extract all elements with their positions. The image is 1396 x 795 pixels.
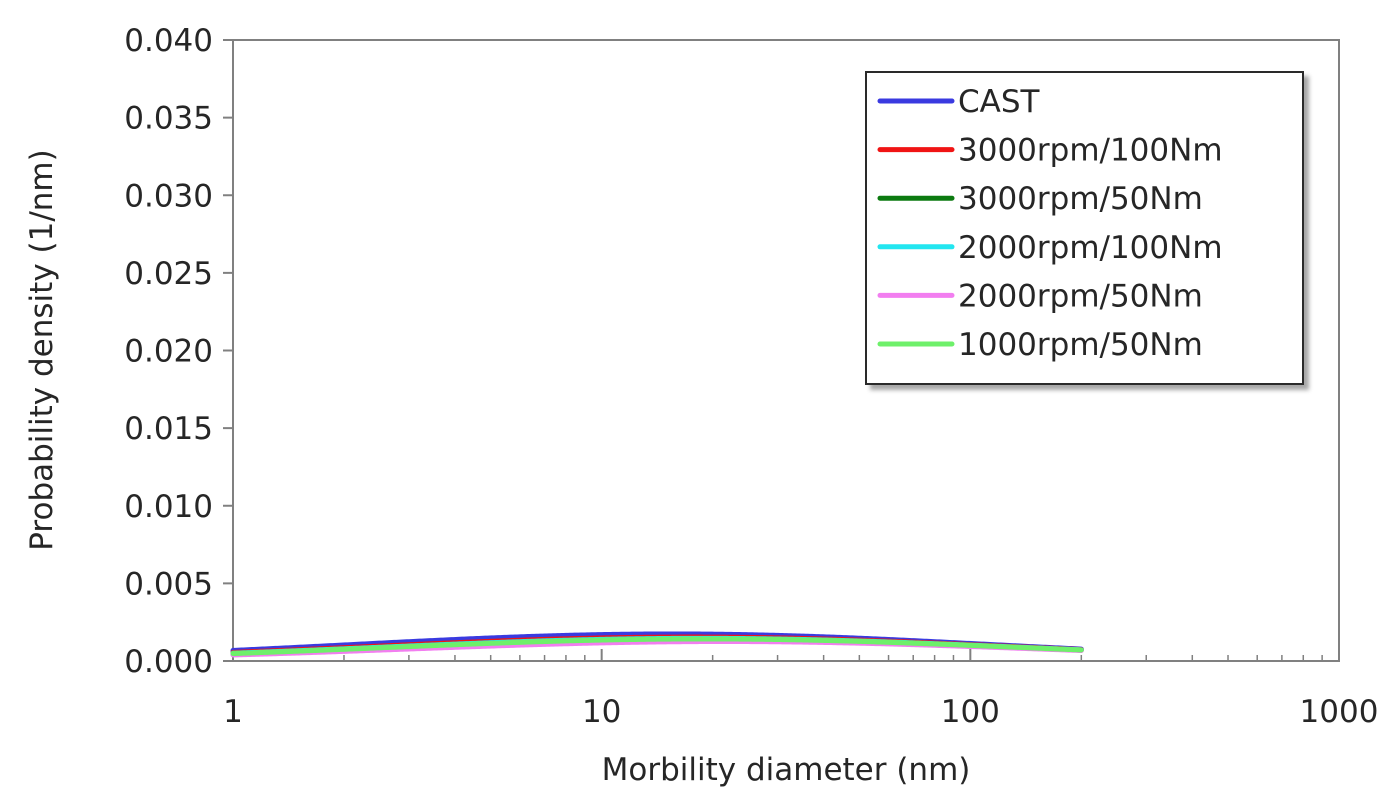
series-layer xyxy=(230,631,1084,658)
y-tick-label: 0.030 xyxy=(124,178,213,214)
y-tick-label: 0.020 xyxy=(124,334,213,370)
y-axis-title: Probability density (1/nm) xyxy=(24,149,60,550)
legend-label: 3000rpm/100Nm xyxy=(958,133,1223,169)
y-tick-label: 0.010 xyxy=(124,489,213,525)
y-tick-label: 0.025 xyxy=(124,256,213,292)
x-tick-label: 1 xyxy=(223,694,243,730)
y-tick-label: 0.000 xyxy=(124,644,213,680)
legend: CAST 3000rpm/100Nm 3000rpm/50Nm 2000rpm/100… xyxy=(865,71,1304,385)
x-minor-ticks xyxy=(343,655,1323,661)
x-tick-label: 1000 xyxy=(1300,694,1379,730)
legend-label: 3000rpm/50Nm xyxy=(958,181,1203,217)
series-line xyxy=(230,636,1084,657)
legend-box xyxy=(865,71,1304,385)
x-tick-label: 10 xyxy=(582,694,621,730)
y-tick-label: 0.005 xyxy=(124,566,213,602)
x-axis-title: Morbility diameter (nm) xyxy=(602,752,971,788)
y-axis: 0.000 0.005 0.010 0.015 0.020 0.025 0.030 0.035… xyxy=(124,23,233,680)
y-tick-label: 0.015 xyxy=(124,411,213,447)
y-tick-label: 0.040 xyxy=(124,23,213,59)
legend-label: CAST xyxy=(958,84,1041,120)
legend-items: CAST 3000rpm/100Nm 3000rpm/50Nm 2000rpm/100… xyxy=(877,84,1223,363)
x-axis: 1 10 100 1000 xyxy=(223,649,1378,730)
x-tick-label: 100 xyxy=(941,694,1000,730)
y-tick-label: 0.035 xyxy=(124,101,213,137)
legend-label: 2000rpm/100Nm xyxy=(958,230,1223,266)
legend-label: 1000rpm/50Nm xyxy=(958,327,1203,363)
legend-label: 2000rpm/50Nm xyxy=(958,278,1203,314)
